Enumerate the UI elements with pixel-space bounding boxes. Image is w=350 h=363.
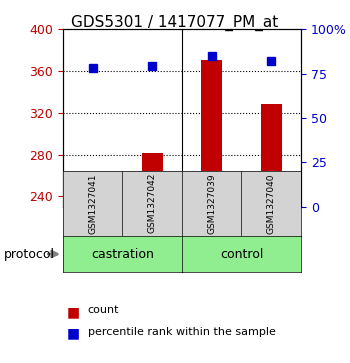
- Text: castration: castration: [91, 248, 154, 261]
- Text: count: count: [88, 305, 119, 315]
- Bar: [261, 105, 282, 207]
- Bar: [142, 152, 163, 207]
- Text: GSM1327041: GSM1327041: [88, 173, 97, 233]
- Text: GDS5301 / 1417077_PM_at: GDS5301 / 1417077_PM_at: [71, 15, 279, 31]
- Text: GSM1327042: GSM1327042: [148, 173, 157, 233]
- Bar: [201, 60, 222, 207]
- Text: ■: ■: [66, 305, 80, 319]
- Text: GSM1327040: GSM1327040: [267, 173, 276, 233]
- Text: GSM1327039: GSM1327039: [207, 173, 216, 234]
- Bar: [82, 188, 103, 207]
- Text: ■: ■: [66, 327, 80, 341]
- Text: percentile rank within the sample: percentile rank within the sample: [88, 327, 275, 337]
- Text: protocol: protocol: [4, 248, 55, 261]
- Text: control: control: [220, 248, 263, 261]
